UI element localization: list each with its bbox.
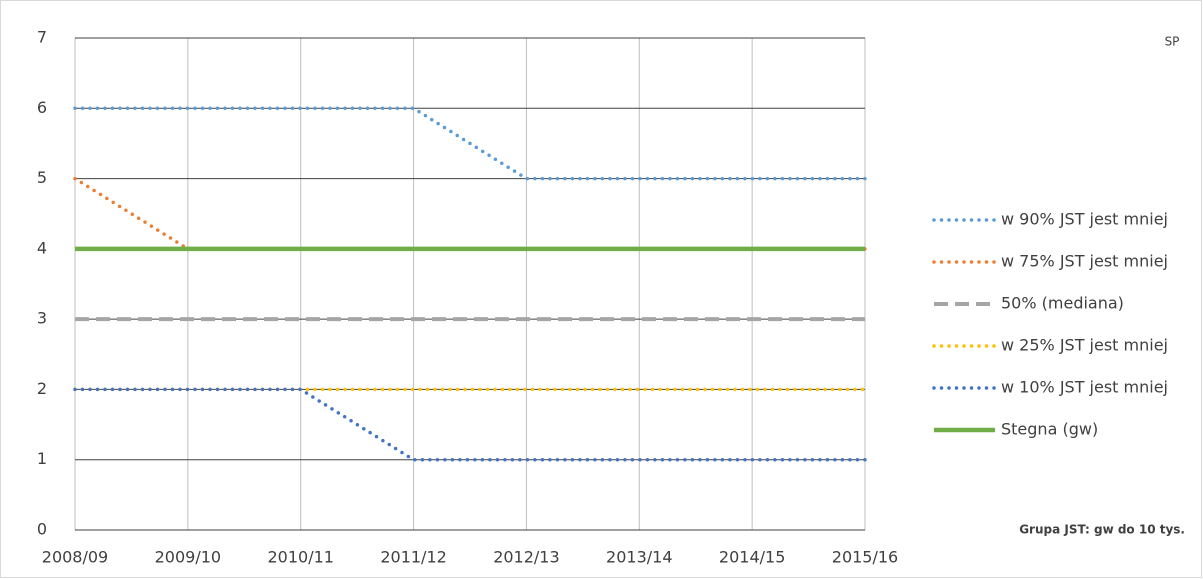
legend-label: w 75% JST jest mniej [1001, 252, 1168, 271]
legend-label: w 25% JST jest mniej [1001, 336, 1168, 355]
y-tick-label: 0 [37, 520, 47, 539]
x-tick-label: 2012/13 [493, 548, 559, 567]
y-tick-label: 2 [37, 379, 47, 398]
legend-label: w 10% JST jest mniej [1001, 378, 1168, 397]
x-tick-label: 2009/10 [155, 548, 221, 567]
y-tick-label: 4 [37, 238, 47, 257]
legend-label: w 90% JST jest mniej [1001, 210, 1168, 229]
legend-label: Stegna (gw) [1001, 420, 1098, 439]
x-tick-label: 2015/16 [832, 548, 898, 567]
x-tick-label: 2014/15 [719, 548, 785, 567]
annotation: Grupa JST: gw do 10 tys. [1019, 523, 1185, 537]
y-tick-label: 1 [37, 449, 47, 468]
y-tick-label: 3 [37, 309, 47, 328]
x-tick-label: 2011/12 [380, 548, 446, 567]
legend-label: 50% (mediana) [1001, 294, 1124, 313]
y-tick-label: 7 [37, 28, 47, 47]
x-tick-label: 2010/11 [267, 548, 333, 567]
x-tick-label: 2013/14 [606, 548, 672, 567]
series-line [73, 106, 867, 181]
y-tick-label: 5 [37, 168, 47, 187]
y-tick-label: 6 [37, 98, 47, 117]
x-tick-label: 2008/09 [42, 548, 108, 567]
corner-label: SP [1165, 35, 1180, 49]
